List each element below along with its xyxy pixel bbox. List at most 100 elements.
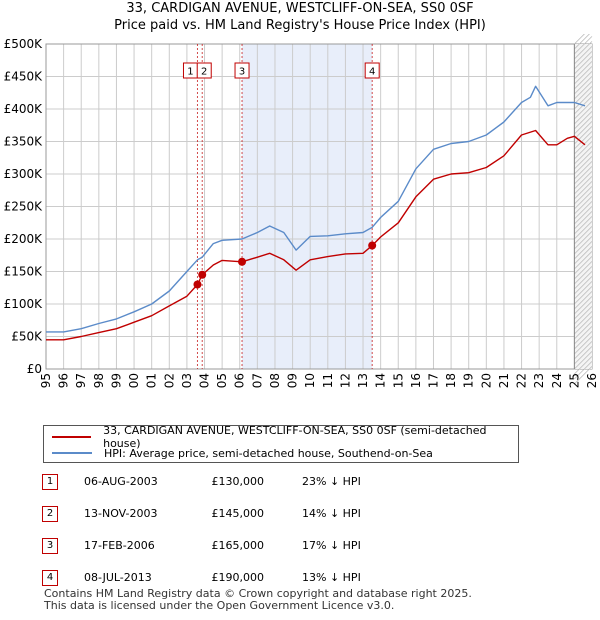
y-tick-label: £200K: [4, 232, 44, 246]
x-tick-label: 2010: [303, 373, 317, 389]
forecast-hatch-line: [574, 216, 593, 235]
y-tick-label: £400K: [4, 102, 44, 116]
forecast-hatch-line: [574, 86, 593, 105]
forecast-hatch-line: [574, 181, 593, 200]
x-tick-label: 2024: [550, 373, 564, 389]
forecast-hatch-line: [574, 296, 593, 315]
forecast-hatch-line: [574, 176, 593, 195]
forecast-hatch-line: [574, 236, 593, 255]
x-tick-label: 2026: [585, 373, 599, 389]
x-tick-label: 2008: [268, 373, 282, 389]
transaction-number: 2: [42, 506, 58, 522]
sale-2-label-box: [196, 62, 212, 79]
x-tick-label: 2023: [532, 373, 546, 389]
forecast-hatch-line: [574, 196, 593, 215]
sale-2-label: 2: [201, 67, 207, 78]
sale-4-point: [368, 241, 377, 250]
legend-swatch-property: [52, 436, 92, 438]
forecast-hatch-line: [574, 286, 593, 305]
y-tick-label: £100K: [4, 297, 44, 311]
table-row: 4 08-JUL-2013 £190,000 13% ↓ HPI: [40, 568, 460, 588]
forecast-hatch-line: [574, 141, 593, 160]
forecast-hatch-line: [574, 34, 590, 50]
forecast-hatch-line: [574, 186, 593, 205]
sale-3-label-box: [234, 62, 250, 79]
forecast-hatch-line: [574, 271, 593, 290]
forecast-hatch-line: [574, 166, 593, 185]
sale-2-point: [198, 270, 207, 279]
forecast-hatch-line: [574, 341, 593, 360]
footer-line-copyright: Contains HM Land Registry data © Crown c…: [44, 587, 472, 600]
forecast-hatch-line: [574, 276, 593, 295]
x-tick-label: 2012: [338, 373, 352, 389]
y-tick-label: £150K: [4, 265, 44, 279]
forecast-hatch-line: [574, 291, 593, 310]
forecast-hatch-line: [574, 246, 593, 265]
forecast-hatch-line: [574, 156, 593, 175]
table-row: 1 06-AUG-2003 £130,000 23% ↓ HPI: [40, 472, 460, 492]
forecast-hatch-line: [574, 356, 593, 375]
forecast-hatch-line: [574, 281, 593, 300]
forecast-hatch-line: [574, 366, 593, 385]
forecast-hatch-line: [574, 56, 593, 75]
transaction-hpi-diff: 23% ↓ HPI: [302, 475, 361, 488]
forecast-hatch-line: [574, 316, 593, 335]
transaction-date: 08-JUL-2013: [84, 571, 152, 584]
sale-1-label: 1: [187, 67, 193, 78]
forecast-hatch-line: [574, 211, 593, 230]
forecast-hatch-line: [574, 326, 593, 345]
forecast-hatch-line: [574, 81, 593, 100]
transaction-number: 1: [42, 474, 58, 490]
forecast-hatch-line: [574, 91, 593, 110]
forecast-hatch-line: [574, 161, 593, 180]
transaction-hpi-diff: 14% ↓ HPI: [302, 507, 361, 520]
y-tick-label: £450K: [4, 70, 44, 84]
forecast-hatch-line: [574, 46, 593, 65]
x-tick-label: 2021: [497, 373, 511, 389]
legend-item-hpi: HPI: Average price, semi-detached house,…: [52, 445, 433, 461]
forecast-hatch-line: [574, 41, 593, 60]
forecast-hatch-line: [574, 306, 593, 325]
x-tick-label: 1998: [92, 373, 106, 389]
x-tick-label: 1996: [57, 373, 71, 389]
forecast-hatch-line: [574, 101, 593, 120]
forecast-hatch-line: [574, 311, 593, 330]
x-tick-label: 2020: [479, 373, 493, 389]
y-tick-label: £250K: [4, 200, 44, 214]
transaction-number: 3: [42, 538, 58, 554]
forecast-hatch-line: [574, 321, 593, 340]
forecast-hatch-line: [574, 261, 593, 280]
forecast-hatch-line: [574, 256, 593, 275]
x-tick-label: 2022: [515, 373, 529, 389]
forecast-hatch-line: [574, 346, 593, 365]
sale-1-point: [193, 280, 202, 289]
x-tick-label: 2018: [444, 373, 458, 389]
transaction-date: 06-AUG-2003: [84, 475, 158, 488]
transaction-date: 17-FEB-2006: [84, 539, 155, 552]
legend-label-hpi: HPI: Average price, semi-detached house,…: [104, 446, 433, 460]
forecast-hatch-line: [574, 111, 593, 130]
x-tick-label: 2013: [356, 373, 370, 389]
transaction-price: £145,000: [211, 507, 265, 520]
transaction-price: £165,000: [211, 539, 265, 552]
x-tick-label: 2014: [374, 373, 388, 389]
x-tick-label: 2011: [321, 373, 335, 389]
y-tick-label: £50K: [11, 330, 43, 344]
forecast-hatch-line: [574, 146, 593, 165]
x-tick-label: 2016: [409, 373, 423, 389]
forecast-hatch-line: [574, 116, 593, 135]
y-tick-label: £500K: [4, 37, 44, 51]
forecast-hatch-line: [574, 36, 593, 55]
forecast-hatch-line: [574, 171, 593, 190]
x-tick-label: 2006: [233, 373, 247, 389]
forecast-hatch-line: [574, 266, 593, 285]
forecast-hatch-line: [574, 251, 593, 270]
x-tick-label: 2004: [198, 373, 212, 389]
forecast-hatch-line: [574, 66, 593, 85]
forecast-hatch-line: [574, 351, 593, 370]
forecast-hatch-line: [574, 126, 593, 145]
forecast-hatch-line: [574, 201, 593, 220]
forecast-hatch-line: [574, 71, 593, 90]
forecast-hatch-line: [574, 76, 593, 95]
sale-3-label: 3: [239, 67, 245, 78]
